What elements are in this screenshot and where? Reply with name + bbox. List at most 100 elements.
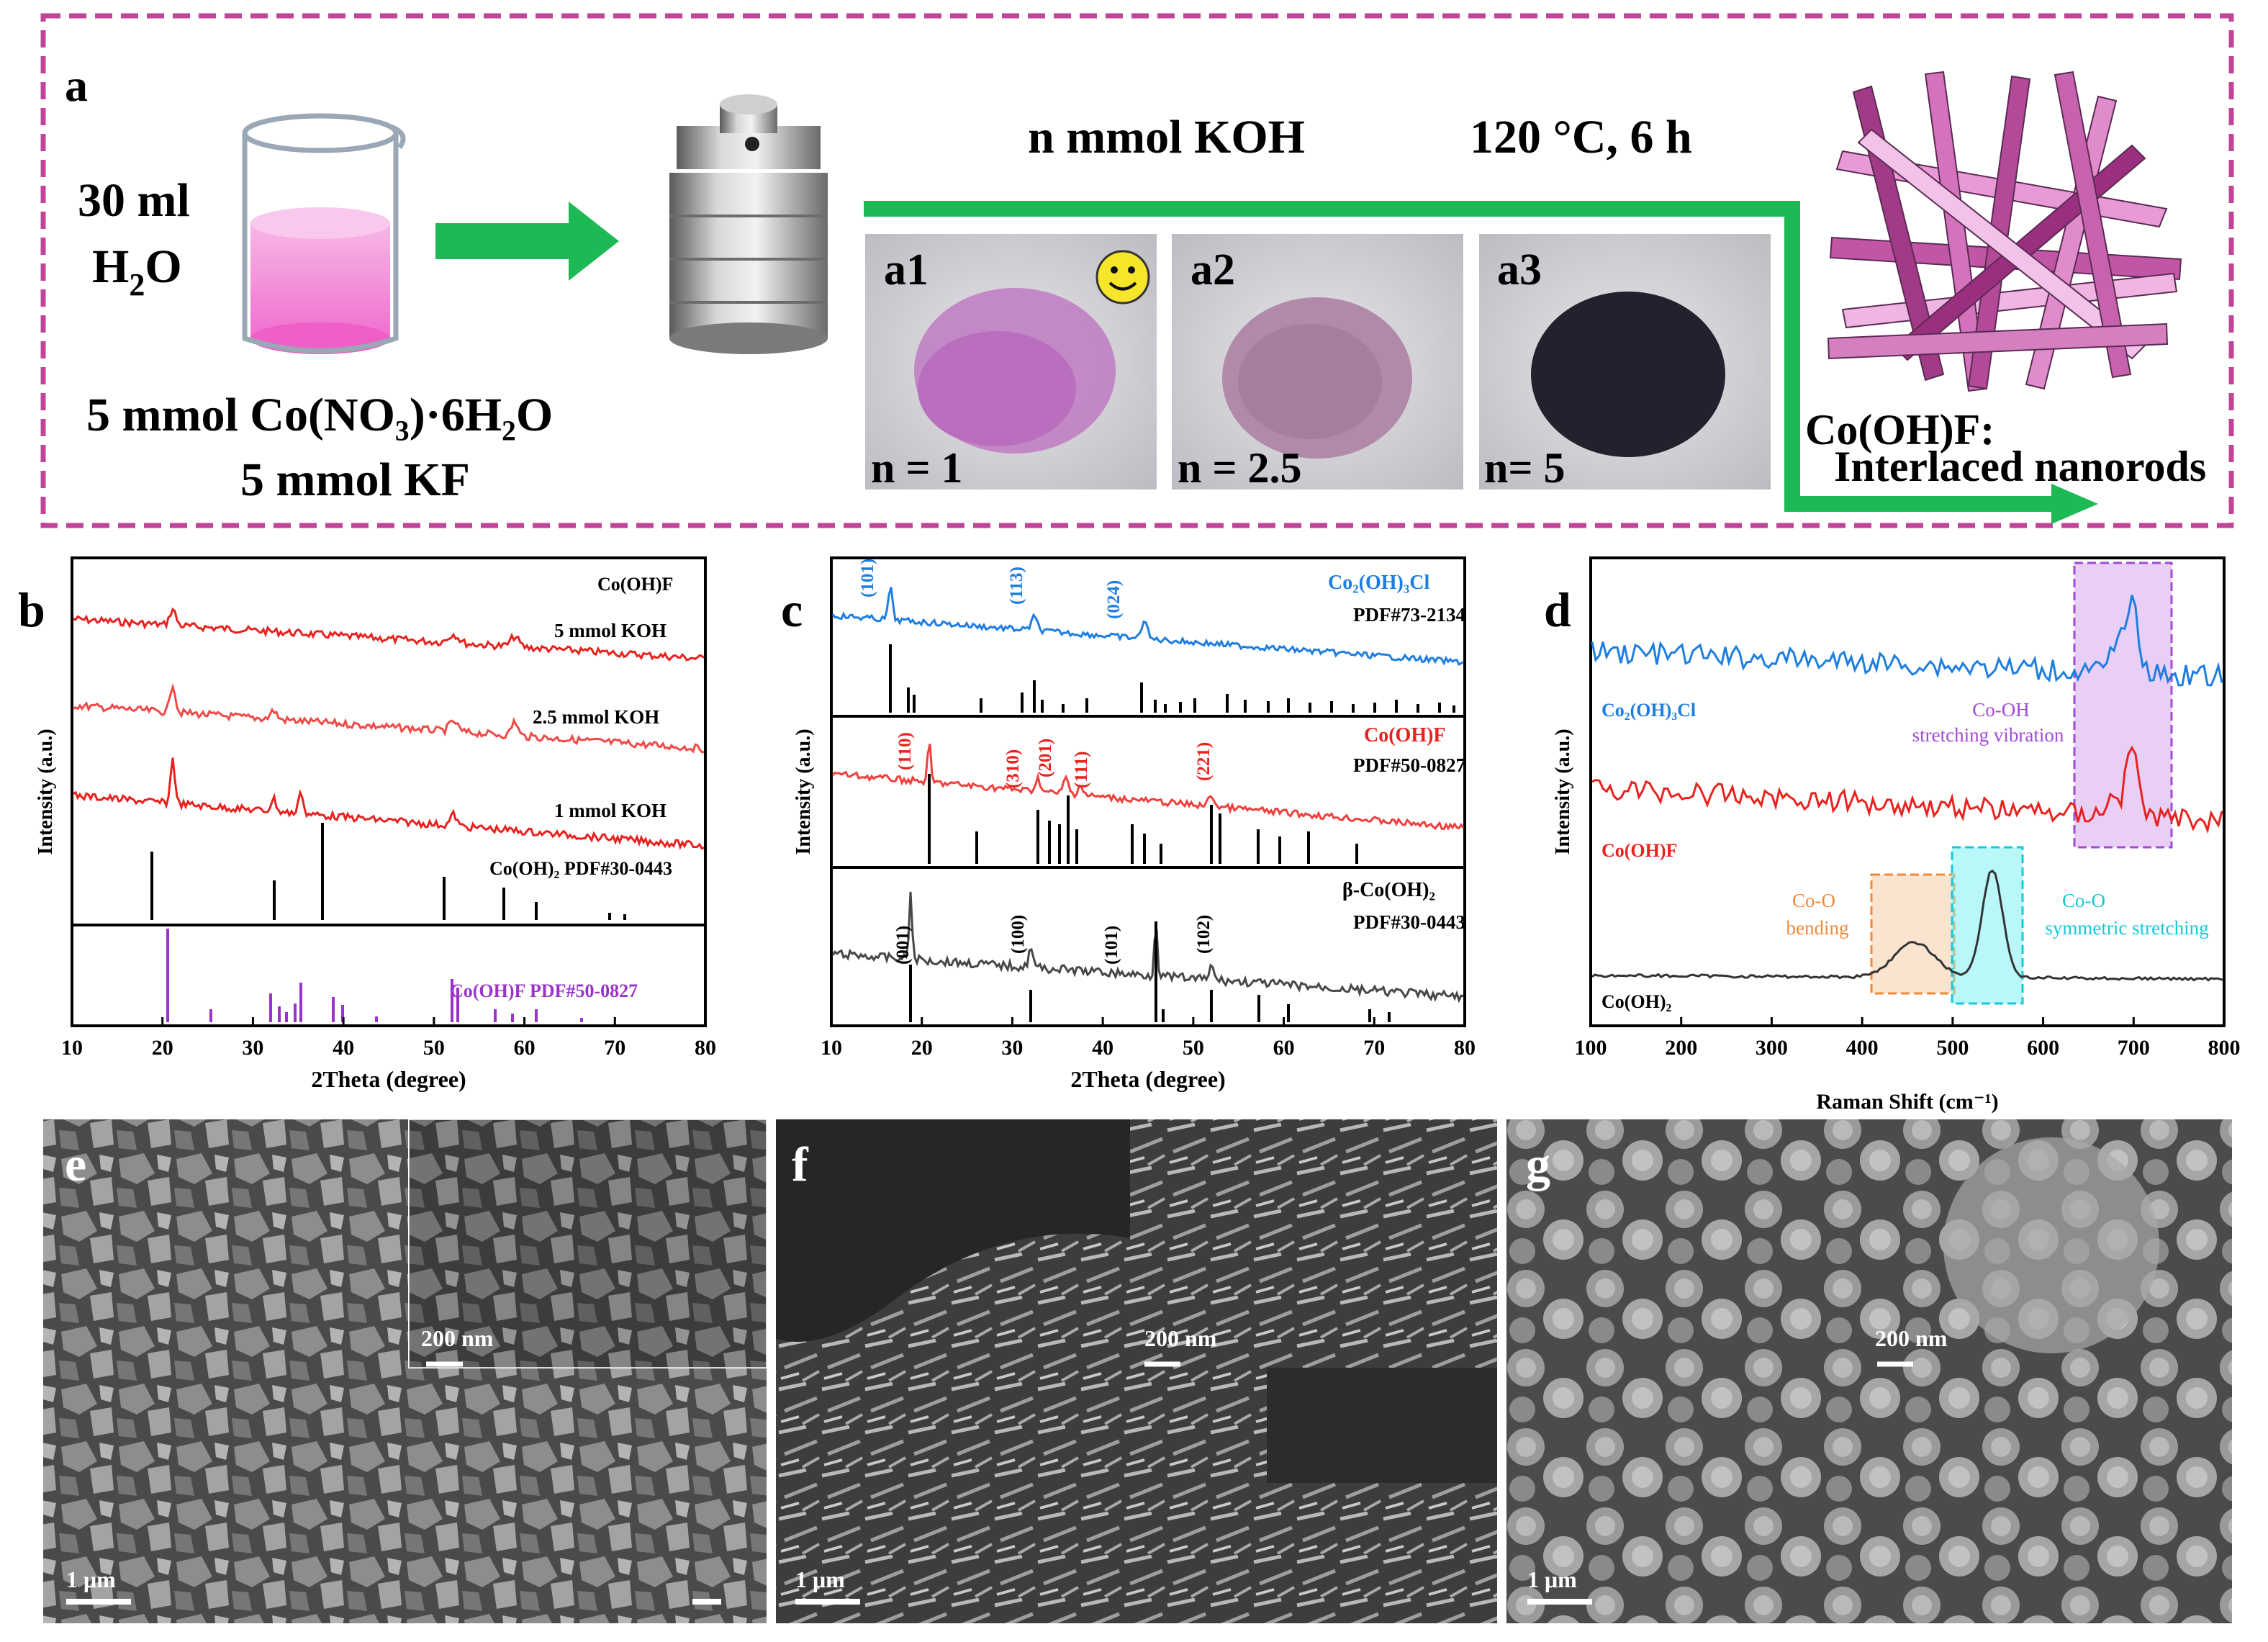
panel-b-ref1-label: Co(OH)₂ PDF#30-0443 xyxy=(489,858,672,879)
panel-d-label: d xyxy=(1544,582,1571,637)
flow-arrow-line xyxy=(864,201,2059,512)
photo-a3: a3 n= 5 xyxy=(1479,234,1771,492)
panel-e-label: e xyxy=(65,1137,86,1191)
reagent-kf: 5 mmol KF xyxy=(240,454,470,506)
water-volume: 30 ml xyxy=(78,174,190,227)
peak-label: (110) xyxy=(895,732,915,770)
panel-b-legend-title: Co(OH)F xyxy=(597,574,673,595)
coh-label-1: Co-OH xyxy=(1972,699,2030,721)
sem-f-inset xyxy=(1134,1119,1497,1368)
photo-a1-label: a1 xyxy=(884,245,929,294)
peak-label: (102) xyxy=(1194,915,1214,954)
xrd-trace-co2oh3cl xyxy=(831,587,1464,667)
panel-c-mid-pdf: PDF#50-0827 xyxy=(1353,754,1465,776)
peak-label: (310) xyxy=(1003,749,1023,788)
panel-b-label: b xyxy=(18,582,45,637)
sem-e-inset xyxy=(408,1119,767,1368)
xrd-trace xyxy=(73,682,705,754)
x-tick-label: 400 xyxy=(1846,1036,1879,1060)
photo-a3-caption: n= 5 xyxy=(1484,444,1566,492)
x-tick-label: 30 xyxy=(1001,1036,1023,1060)
peak-label: (101) xyxy=(1102,926,1121,965)
panel-b-trace-label-2-5: 2.5 mmol KOH xyxy=(533,706,659,728)
product-morphology: Interlaced nanorods xyxy=(1834,443,2206,490)
panel-a-frame xyxy=(40,13,2234,528)
arrow-head-icon xyxy=(2051,484,2098,524)
x-tick-label: 80 xyxy=(1454,1036,1476,1060)
sym-label-2: symmetric stretching xyxy=(2045,917,2208,939)
panel-c-top-name: Co₂(OH)₃Cl xyxy=(1328,572,1429,594)
coh-label-2: stretching vibration xyxy=(1912,724,2064,746)
arrow-right-icon xyxy=(435,202,619,281)
panel-b: b 10 20 30 40 50 60 70 80 Co(OH)F 5 mmol KOH 2.… xyxy=(18,556,716,1092)
co-o-symmetric-box xyxy=(1951,846,2024,1005)
peak-label: (101) xyxy=(858,559,877,597)
co-o-bending-box xyxy=(1870,873,1956,995)
panel-g: g 200 nm 1 μm xyxy=(1506,1119,2232,1623)
panel-b-ref-cooh2-bars xyxy=(150,823,626,920)
peak-label: (001) xyxy=(893,926,913,965)
x-tick-label: 20 xyxy=(911,1036,933,1060)
sem-e-scale: 1 μm xyxy=(66,1566,116,1592)
panel-c: c 10 20 30 40 50 60 70 80 (101) (113) (024)(110)(… xyxy=(781,556,1476,1092)
sem-g-scale: 1 μm xyxy=(1527,1566,1577,1592)
panel-f-label: f xyxy=(792,1137,809,1191)
bend-label-2: bending xyxy=(1786,917,1849,939)
x-tick-label: 20 xyxy=(152,1036,173,1060)
x-tick-label: 100 xyxy=(1575,1036,1607,1060)
panel-d-x-ticks: 100 200 300 400 500 600 700 800 xyxy=(1575,1017,2241,1060)
photo-a1: a1 n = 1 xyxy=(865,234,1157,492)
x-tick-label: 40 xyxy=(333,1036,354,1060)
x-tick-label: 70 xyxy=(604,1036,625,1060)
x-tick-label: 300 xyxy=(1756,1036,1788,1060)
panel-b-xlabel: 2Theta (degree) xyxy=(311,1066,466,1092)
peak-label: (111) xyxy=(1072,752,1091,788)
xrd-trace-cooh2 xyxy=(831,891,1464,1003)
x-tick-label: 600 xyxy=(2027,1036,2059,1060)
panel-b-ref2-label: Co(OH)F PDF#50-0827 xyxy=(450,980,638,1001)
bend-label-1: Co-O xyxy=(1792,890,1835,911)
x-tick-label: 60 xyxy=(514,1036,536,1060)
panel-c-bot-name: β-Co(OH)₂ xyxy=(1342,879,1435,901)
panel-c-traces xyxy=(831,587,1465,1003)
sem-g-inset-scale: 200 nm xyxy=(1875,1325,1948,1351)
reagent-cobalt: 5 mmol Co(NO₃)·6H₂O xyxy=(86,389,553,441)
panel-c-peak-labels: (101) (113) (024) (110) (310) (201) (111) (221)… xyxy=(858,559,1214,965)
photo-a1-caption: n = 1 xyxy=(871,444,963,492)
raman-name-co2oh3cl: Co₂(OH)₃Cl xyxy=(1601,700,1696,721)
panel-c-label: c xyxy=(781,582,803,637)
photo-a2-label: a2 xyxy=(1191,245,1235,294)
panel-g-label: g xyxy=(1526,1137,1550,1191)
panel-b-trace-label-5: 5 mmol KOH xyxy=(554,620,667,641)
peak-label: (221) xyxy=(1194,742,1214,781)
x-tick-label: 10 xyxy=(61,1036,83,1060)
x-tick-label: 800 xyxy=(2208,1036,2241,1060)
photo-a2-caption: n = 2.5 xyxy=(1178,444,1302,492)
raman-trace-coohf xyxy=(1591,745,2223,834)
raman-name-coohf: Co(OH)F xyxy=(1601,840,1677,861)
sem-f-inset-scale: 200 nm xyxy=(1144,1325,1217,1351)
x-tick-label: 50 xyxy=(423,1036,445,1060)
peak-label: (113) xyxy=(1007,567,1026,605)
sem-f-scale: 1 μm xyxy=(795,1566,845,1592)
panel-a-label: a xyxy=(65,60,88,111)
panel-d-traces xyxy=(1591,595,2223,982)
x-tick-label: 200 xyxy=(1665,1036,1697,1060)
x-tick-label: 500 xyxy=(1936,1036,1969,1060)
raman-name-cooh2: Co(OH)₂ xyxy=(1601,991,1672,1012)
x-tick-label: 30 xyxy=(242,1036,263,1060)
raman-trace-cooh2 xyxy=(1591,869,2223,982)
panel-b-ref-coohf-bars xyxy=(166,929,583,1022)
x-tick-label: 700 xyxy=(2118,1036,2150,1060)
panel-b-trace-label-1: 1 mmol KOH xyxy=(554,800,667,821)
smiley-icon xyxy=(1095,250,1150,305)
raman-trace-co2oh3cl xyxy=(1591,595,2223,687)
panel-f: f 200 nm 1 μm xyxy=(776,1119,1497,1623)
panel-e: e 200 nm 1 μm xyxy=(43,1119,767,1623)
peak-label: (201) xyxy=(1036,739,1055,777)
panel-b-x-ticks: 10 20 30 40 50 60 70 80 xyxy=(61,1017,716,1060)
panel-c-ylabel: Intensity (a.u.) xyxy=(792,728,815,854)
panel-a: a 30 ml H2O 5 mmol Co(NO₃)·6H₂O 5 mmol xyxy=(40,13,2234,528)
peak-label: (024) xyxy=(1104,580,1124,619)
photo-a2: a2 n = 2.5 xyxy=(1172,234,1463,492)
